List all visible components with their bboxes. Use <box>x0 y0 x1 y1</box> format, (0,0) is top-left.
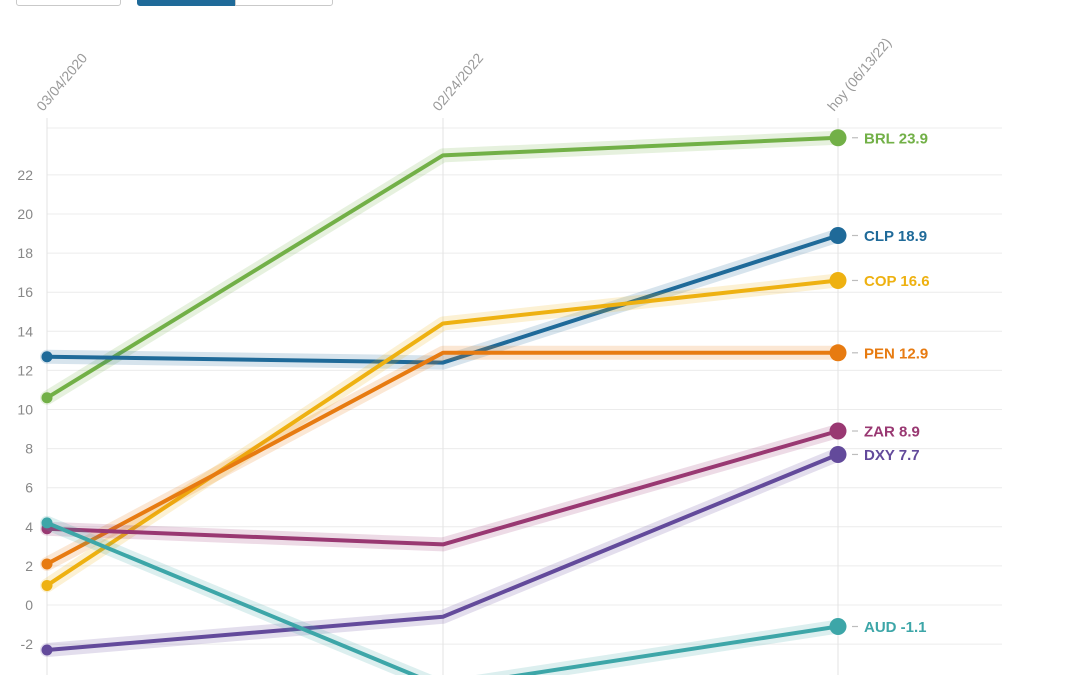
x-tick-label: 02/24/2022 <box>429 50 486 114</box>
end-point <box>829 129 847 147</box>
y-tick-label: -2 <box>21 636 34 652</box>
start-point <box>41 579 53 591</box>
end-point <box>829 271 847 289</box>
end-label: DXY 7.7 <box>864 447 920 464</box>
end-label: CLP 18.9 <box>864 228 927 245</box>
y-tick-label: 0 <box>25 597 33 613</box>
end-label: PEN 12.9 <box>864 345 928 362</box>
end-label: COP 16.6 <box>864 273 930 290</box>
series-zar: ZAR 8.9 <box>40 422 920 552</box>
y-tick-label: 8 <box>25 441 33 457</box>
series-line <box>45 233 840 365</box>
series-line <box>45 350 840 566</box>
end-point <box>829 422 847 440</box>
start-point <box>41 517 53 529</box>
segment-button-1[interactable] <box>16 0 121 6</box>
x-axis: 03/04/2020 02/24/2022 hoy (06/13/22) <box>33 34 894 113</box>
grid <box>46 118 1002 675</box>
y-tick-label: 22 <box>17 167 33 183</box>
series-aud: AUD -1.1 <box>40 515 927 675</box>
segment-button-3[interactable] <box>235 0 333 6</box>
y-tick-label: 18 <box>17 245 33 261</box>
end-label: BRL 23.9 <box>864 130 928 147</box>
start-point <box>41 351 53 363</box>
series-brl: BRL 23.9 <box>40 129 928 405</box>
series-cop: COP 16.6 <box>40 271 930 593</box>
y-tick-label: 10 <box>17 402 33 418</box>
series-pen: PEN 12.9 <box>40 344 928 571</box>
series-clp: CLP 18.9 <box>40 227 927 370</box>
end-point <box>829 618 847 636</box>
x-tick-label: 03/04/2020 <box>33 50 90 114</box>
y-tick-label: 4 <box>25 519 33 535</box>
series-line <box>45 520 840 675</box>
y-tick-label: 14 <box>17 323 33 339</box>
series-dxy: DXY 7.7 <box>40 445 920 657</box>
y-tick-label: 16 <box>17 284 33 300</box>
y-axis: -2 0 2 4 6 8 10 12 14 16 18 20 22 <box>17 167 33 652</box>
end-point <box>829 344 847 362</box>
end-label: AUD -1.1 <box>864 619 927 636</box>
series-line <box>45 452 840 652</box>
end-point <box>829 227 847 245</box>
start-point <box>41 392 53 404</box>
y-tick-label: 20 <box>17 206 33 222</box>
y-tick-label: 12 <box>17 362 33 378</box>
y-tick-label: 6 <box>25 480 33 496</box>
series-line <box>45 135 840 400</box>
start-point <box>41 644 53 656</box>
x-tick-label: hoy (06/13/22) <box>824 34 894 113</box>
y-tick-label: 2 <box>25 558 33 574</box>
start-point <box>41 558 53 570</box>
end-point <box>829 445 847 463</box>
series-line <box>45 429 840 547</box>
end-label: ZAR 8.9 <box>864 424 920 441</box>
series-line <box>45 278 840 588</box>
